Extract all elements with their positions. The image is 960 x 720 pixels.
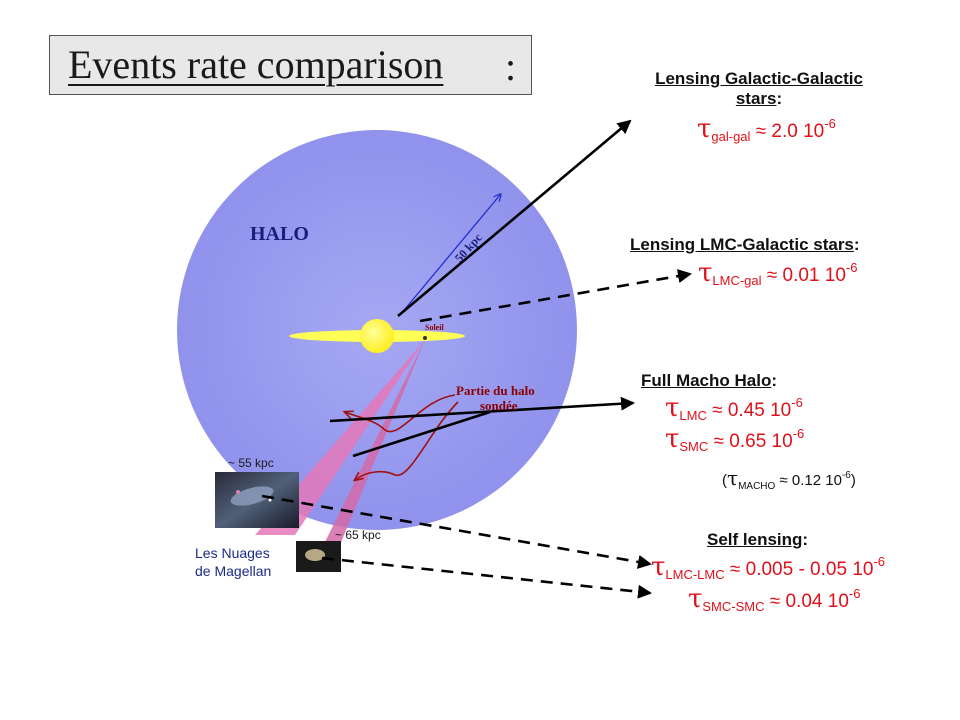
lmc-core (230, 486, 274, 506)
exp-lmc-gal: -6 (845, 260, 858, 275)
sun-marker (423, 336, 427, 340)
tau-symbol: τ (651, 552, 666, 582)
arrow-macho-lmc (329, 396, 635, 423)
galactic-bulge (360, 319, 394, 353)
value-macho: 0.12 10 (791, 472, 842, 489)
sub-macho-smc: SMC (679, 439, 709, 454)
approx-symbol: ≈ (712, 400, 723, 421)
heading-self-lensing-text: Self lensing (707, 530, 803, 549)
value-self-smc: 0.04 10 (785, 591, 849, 612)
exp-self-smc: -6 (848, 586, 861, 601)
exp-macho: -6 (841, 470, 851, 481)
approx-symbol: ≈ (729, 559, 741, 580)
approx-symbol: ≈ (755, 121, 767, 142)
tau-symbol: τ (698, 258, 713, 288)
radius-arrow (399, 195, 500, 316)
probed-label-line2: sondée (480, 398, 518, 413)
heading-macho-halo-text: Full Macho Halo (641, 371, 772, 390)
sub-lmc-gal: LMC-gal (712, 273, 762, 288)
sub-self-lmc: LMC-LMC (665, 567, 725, 582)
sub-macho-lmc: LMC (679, 408, 707, 423)
exp-gal-gal: -6 (824, 116, 836, 131)
formula-macho-lmc: τLMC ≈ 0.45 10-6 (665, 393, 803, 423)
tau-symbol: τ (665, 393, 680, 423)
exp-macho-lmc: -6 (791, 395, 803, 410)
sun-label: Soleil (425, 323, 444, 332)
lmc-distance-label: ~ 55 kpc (228, 456, 274, 470)
halo-label: HALO (250, 223, 309, 245)
smc-sightline-cone (320, 340, 425, 552)
sub-self-smc: SMC-SMC (702, 599, 765, 614)
heading-gal-gal: Lensing Galactic-Galactic stars: (655, 69, 863, 108)
heading-gal-gal-line2: stars (735, 89, 777, 108)
page-title: Events rate comparison (68, 42, 444, 87)
arrow-self-smc (321, 556, 652, 599)
sub-macho: MACHO (738, 481, 776, 492)
arrow-self-lmc (261, 494, 652, 569)
tau-symbol: τ (727, 466, 739, 490)
tau-symbol: τ (697, 114, 712, 144)
arrow-macho-smc (352, 410, 491, 458)
approx-symbol: ≈ (766, 265, 778, 286)
value-macho-lmc: 0.45 10 (727, 400, 792, 421)
approx-symbol: ≈ (713, 431, 724, 452)
smc-core (305, 549, 325, 561)
approx-symbol: ≈ (779, 472, 788, 489)
probed-label-line1: Partie du halo (456, 383, 535, 398)
probed-arrow-lower (355, 401, 459, 480)
clouds-label-line2: de Magellan (195, 563, 271, 579)
exp-self-lmc: -6 (873, 554, 886, 569)
formula-macho: (τMACHO ≈ 0.12 10-6) (722, 466, 856, 492)
arrow-gal-gal (397, 119, 632, 317)
lmc-nebula (236, 490, 240, 494)
sub-gal-gal: gal-gal (711, 129, 751, 144)
title-colon: : (505, 44, 517, 89)
probed-arrow-upper (345, 394, 456, 433)
formula-lmc-gal: τLMC-gal ≈ 0.01 10-6 (698, 258, 857, 288)
formula-macho-smc: τSMC ≈ 0.65 10-6 (665, 424, 804, 454)
exp-macho-smc: -6 (792, 426, 805, 441)
heading-macho-halo: Full Macho Halo: (641, 371, 778, 390)
tau-symbol: τ (665, 424, 680, 454)
title-box: Events rate comparison (49, 35, 532, 95)
heading-lmc-gal: Lensing LMC-Galactic stars: (630, 235, 860, 254)
heading-self-lensing: Self lensing: (707, 530, 809, 549)
smc-distance-label: ~ 65 kpc (335, 528, 381, 542)
formula-self-smc: τSMC-SMC ≈ 0.04 10-6 (688, 584, 860, 614)
tau-symbol: τ (688, 584, 703, 614)
arrow-lmc-gal (419, 269, 692, 323)
heading-lmc-gal-text: Lensing LMC-Galactic stars (630, 235, 854, 254)
formula-gal-gal: τgal-gal ≈ 2.0 10-6 (697, 114, 836, 144)
value-self-lmc: 0.005 - 0.05 10 (745, 559, 874, 580)
lmc-star (268, 498, 272, 502)
clouds-label-line1: Les Nuages (195, 545, 270, 561)
approx-symbol: ≈ (769, 591, 781, 612)
value-lmc-gal: 0.01 10 (782, 265, 846, 286)
value-macho-smc: 0.65 10 (729, 431, 793, 452)
value-gal-gal: 2.0 10 (771, 121, 825, 142)
heading-gal-gal-line1: Lensing Galactic-Galactic (655, 69, 863, 88)
formula-self-lmc: τLMC-LMC ≈ 0.005 - 0.05 10-6 (651, 552, 885, 582)
